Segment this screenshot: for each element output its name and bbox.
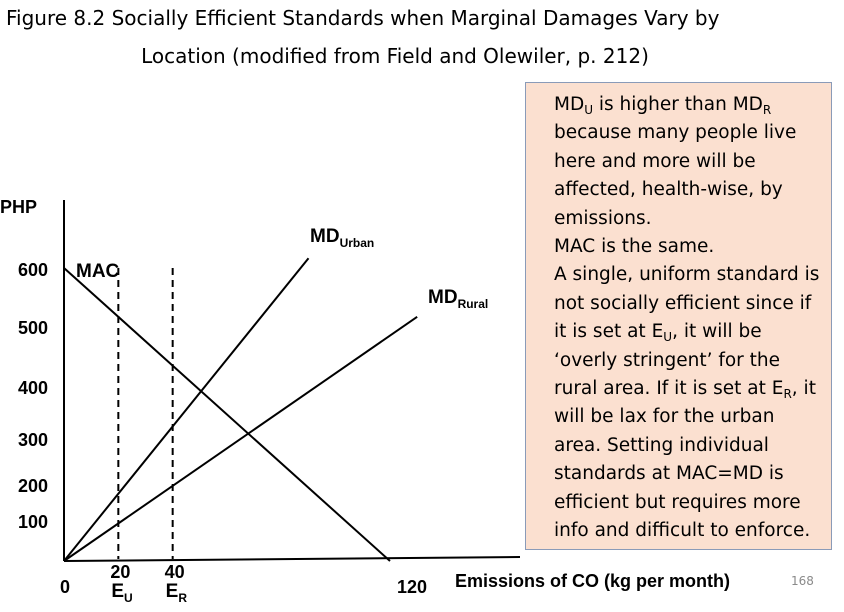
series-line-md-rural <box>63 316 418 562</box>
note-text-lax: , it will be lax for the urban area. Set… <box>554 378 816 542</box>
series-label-md-rural: MDRural <box>428 287 488 311</box>
y-tick-label: 200 <box>18 476 48 496</box>
series-label-mac: MAC <box>76 261 120 282</box>
y-tick-label: 300 <box>18 430 48 450</box>
page-number: 168 <box>791 574 814 588</box>
y-tick-label: 500 <box>18 318 48 338</box>
e-u-label: EU <box>651 321 673 345</box>
x-origin-label: 0 <box>60 577 70 597</box>
x-axis <box>63 556 521 562</box>
y-axis-label: PHP <box>0 197 37 217</box>
note-text-because: because many people live here and more w… <box>554 122 797 229</box>
note-text-single: A single, uniform standard is not social… <box>554 264 820 343</box>
md-u-label: MDU <box>554 94 594 117</box>
y-tick-label: 600 <box>18 260 48 280</box>
x-tick-label: 120 <box>397 577 427 597</box>
explanation-box: MDU is higher than MDR because many peop… <box>525 82 832 550</box>
y-tick-label: 100 <box>18 512 48 532</box>
x-tick-sublabel: ER <box>166 581 188 605</box>
figure-title-line2: Location (modified from Field and Olewil… <box>141 44 649 68</box>
note-text-overly: , it will be ‘overly stringent’ for the … <box>554 321 781 400</box>
note-text-if-r: If it is set at <box>656 378 772 400</box>
figure-title-line1: Figure 8.2 Socially Efficient Standards … <box>6 6 720 30</box>
series-line-mac <box>63 267 391 562</box>
note-text-higher: is higher than <box>593 94 733 115</box>
x-tick-label: 20 <box>110 562 130 582</box>
e-r-label: ER <box>771 378 792 402</box>
note-text-mac-same: MAC is the same. <box>554 236 715 258</box>
series-label-md-urban: MDUrban <box>310 226 374 250</box>
x-tick-label: 40 <box>165 562 185 582</box>
x-tick-sublabel: EU <box>111 581 132 605</box>
md-r-label: MDR <box>732 94 772 117</box>
x-axis-label: Emissions of CO (kg per month) <box>455 571 730 591</box>
y-tick-label: 400 <box>18 378 48 398</box>
series-line-md-urban <box>63 257 310 562</box>
